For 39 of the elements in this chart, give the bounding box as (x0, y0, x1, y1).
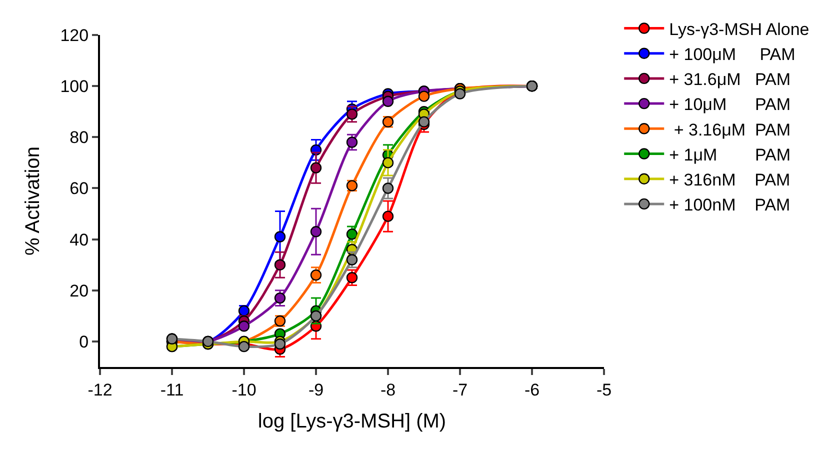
legend-label: + 31.6μM PAM (669, 70, 791, 90)
point (418, 116, 430, 128)
point (310, 226, 322, 238)
y-tick-label: 80 (70, 128, 89, 148)
legend-label: + 10μM PAM (669, 95, 791, 114)
legend-label: + 100μM PAM (669, 44, 796, 64)
legend-label: Lys-γ3-MSH Alone (669, 20, 810, 39)
point (382, 157, 394, 168)
y-tick-label: 0 (79, 332, 89, 352)
x-tick-label: -10 (232, 380, 256, 400)
point (274, 231, 286, 242)
y-tick-label: 20 (70, 281, 89, 300)
y-tick-label: 120 (60, 26, 89, 45)
point (382, 96, 394, 107)
legend-label: + 100nM PAM (669, 196, 790, 215)
x-axis-title: log [Lys-γ3-MSH] (M) (258, 410, 446, 432)
legend-label: + 3.16μM PAM (669, 120, 791, 140)
point (274, 338, 286, 350)
y-tick-label: 60 (70, 179, 89, 198)
point (238, 320, 250, 332)
x-tick-label: -6 (524, 380, 540, 400)
x-tick-label: -7 (452, 380, 468, 400)
y-axis-title: % Activation (22, 146, 44, 256)
x-tick-label: -5 (596, 380, 612, 400)
point (310, 162, 322, 174)
point (382, 182, 394, 194)
y-tick-label: 40 (70, 230, 89, 250)
legend-label: + 316nM PAM (669, 170, 790, 190)
point (454, 88, 466, 100)
x-tick-label: -12 (88, 380, 112, 400)
point (274, 259, 286, 270)
x-tick-label: -9 (308, 380, 324, 400)
x-tick-label: -11 (160, 380, 184, 400)
legend-label: + 1μM PAM (669, 145, 791, 164)
y-tick-label: 100 (60, 77, 89, 96)
x-tick-label: -8 (380, 380, 396, 400)
point (238, 340, 250, 352)
point (382, 210, 394, 222)
point (418, 90, 430, 102)
